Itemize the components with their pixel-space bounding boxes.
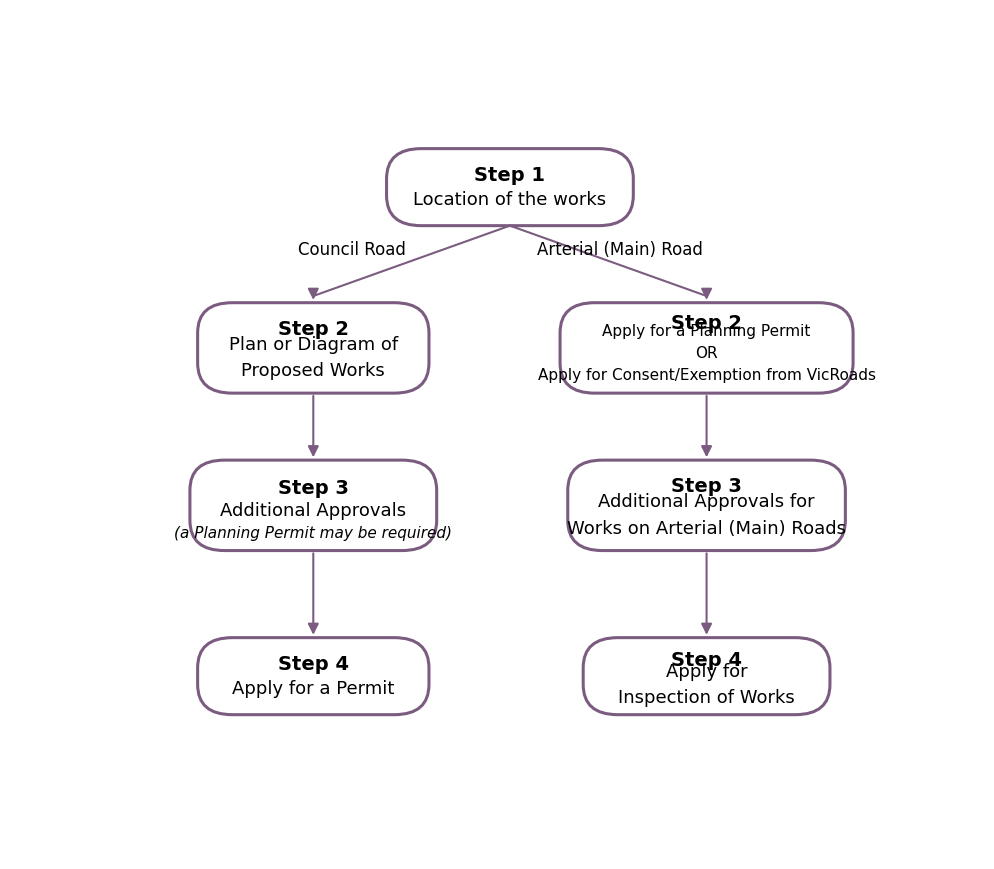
Text: Additional Approvals for
Works on Arterial (Main) Roads: Additional Approvals for Works on Arteri…	[567, 493, 845, 537]
Text: Plan or Diagram of
Proposed Works: Plan or Diagram of Proposed Works	[229, 335, 398, 380]
FancyBboxPatch shape	[386, 149, 632, 227]
Text: Location of the works: Location of the works	[413, 190, 606, 209]
FancyBboxPatch shape	[582, 638, 829, 715]
Text: Step 1: Step 1	[474, 166, 545, 185]
Text: Apply for a Permit: Apply for a Permit	[232, 679, 394, 697]
FancyBboxPatch shape	[198, 303, 428, 394]
FancyBboxPatch shape	[190, 461, 436, 551]
Text: Step 2: Step 2	[277, 319, 349, 338]
FancyBboxPatch shape	[560, 303, 852, 394]
Text: Apply for
Inspection of Works: Apply for Inspection of Works	[617, 662, 794, 706]
Text: Step 3: Step 3	[277, 478, 348, 497]
Text: Arterial (Main) Road: Arterial (Main) Road	[537, 242, 702, 259]
Text: Apply for a Planning Permit
OR
Apply for Consent/Exemption from VicRoads: Apply for a Planning Permit OR Apply for…	[537, 323, 875, 382]
Text: Step 2: Step 2	[670, 314, 742, 333]
Text: Step 3: Step 3	[671, 476, 742, 495]
Text: (a Planning Permit may be required): (a Planning Permit may be required)	[174, 526, 452, 541]
FancyBboxPatch shape	[568, 461, 845, 551]
Text: Step 4: Step 4	[670, 650, 742, 669]
FancyBboxPatch shape	[198, 638, 428, 715]
Text: Step 4: Step 4	[277, 654, 349, 673]
Text: Additional Approvals: Additional Approvals	[220, 501, 406, 520]
Text: Council Road: Council Road	[297, 242, 406, 259]
